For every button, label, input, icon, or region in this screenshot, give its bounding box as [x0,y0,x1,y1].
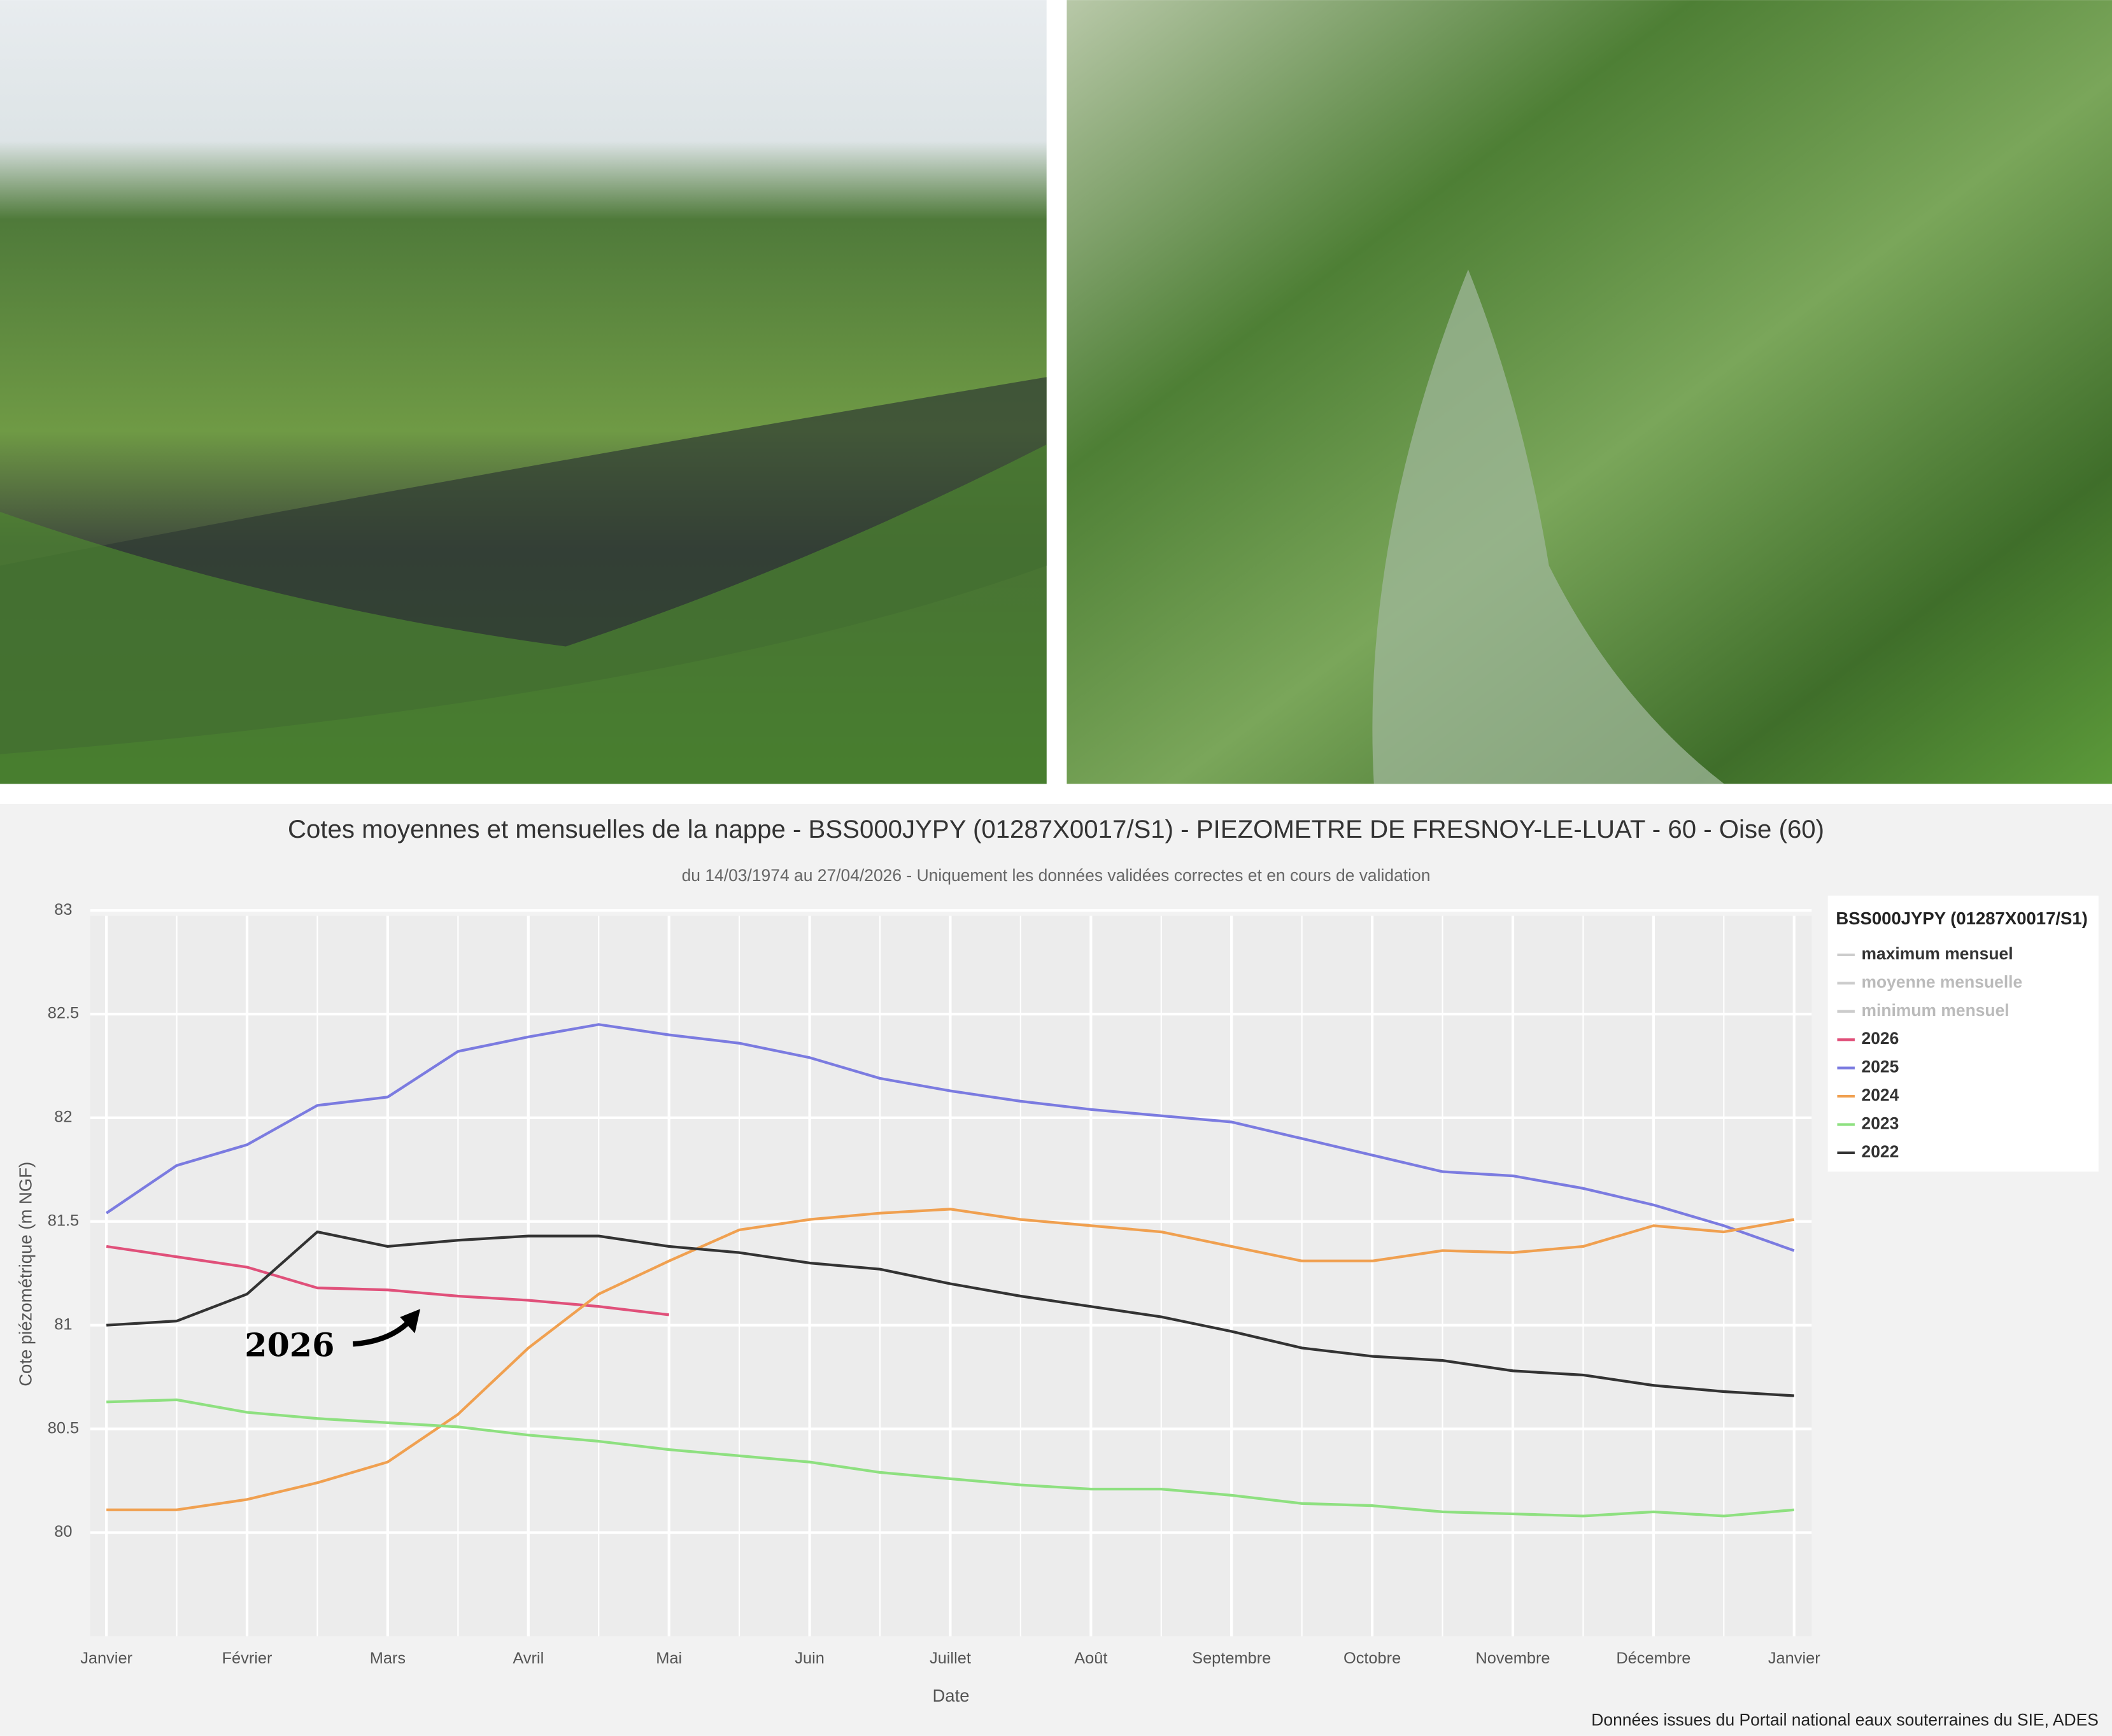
x-axis-label: Date [932,1686,969,1705]
legend-label[interactable]: minimum mensuel [1862,1001,2009,1020]
y-tick-label: 81 [54,1315,72,1333]
photo-stream [1372,269,1724,784]
legend-label[interactable]: 2024 [1862,1085,1899,1104]
series-line [106,1245,669,1316]
x-tick-label: Avril [513,1649,544,1667]
legend-title: BSS000JYPY (01287X0017/S1) [1836,908,2087,928]
annotation-arrow [352,1318,413,1347]
x-tick-label: Janvier [1768,1649,1820,1667]
lines-layer [90,909,1812,1637]
x-tick-label: Novembre [1475,1649,1550,1667]
x-tick-label: Septembre [1192,1649,1271,1667]
legend-box [1827,895,2099,1172]
series-line [105,1023,1795,1252]
x-tick-label: Juin [795,1649,825,1667]
chart-title: Cotes moyennes et mensuelles de la nappe… [288,815,1824,843]
series-line [106,1208,1795,1511]
annotation-text: 2026 [245,1326,334,1364]
x-tick-label: Juillet [930,1649,971,1667]
legend-label[interactable]: 2022 [1862,1142,1899,1161]
y-tick-label: 81.5 [48,1212,79,1230]
x-tick-label: Février [222,1649,273,1667]
x-tick-label: Mai [656,1649,682,1667]
legend-label[interactable]: 2026 [1862,1029,1899,1048]
y-tick-label: 82 [54,1108,72,1126]
series-line [106,1230,1794,1397]
annotation-arrowhead [400,1309,421,1334]
y-tick-label: 83 [54,901,72,919]
series-line [106,1398,1794,1518]
legend-label[interactable]: moyenne mensuelle [1862,972,2023,991]
legend-label[interactable]: 2023 [1862,1113,1899,1133]
source-note: Données issues du Portail national eaux … [1591,1711,2099,1730]
x-tick-label: Janvier [80,1649,132,1667]
y-tick-label: 80.5 [48,1419,79,1437]
chart-subtitle: du 14/03/1974 au 27/04/2026 - Uniquement… [682,866,1431,885]
photo-grass [0,444,1047,784]
legend-label[interactable]: maximum mensuel [1862,944,2013,963]
y-tick-label: 82.5 [48,1005,79,1022]
x-tick-label: Décembre [1616,1649,1690,1667]
legend-label[interactable]: 2025 [1862,1057,1899,1076]
x-tick-label: Août [1074,1649,1107,1667]
y-axis-label: Cote piézométrique (m NGF) [16,1162,36,1387]
x-tick-label: Mars [370,1649,406,1667]
y-tick-label: 80 [54,1523,72,1541]
x-tick-label: Octobre [1343,1649,1401,1667]
